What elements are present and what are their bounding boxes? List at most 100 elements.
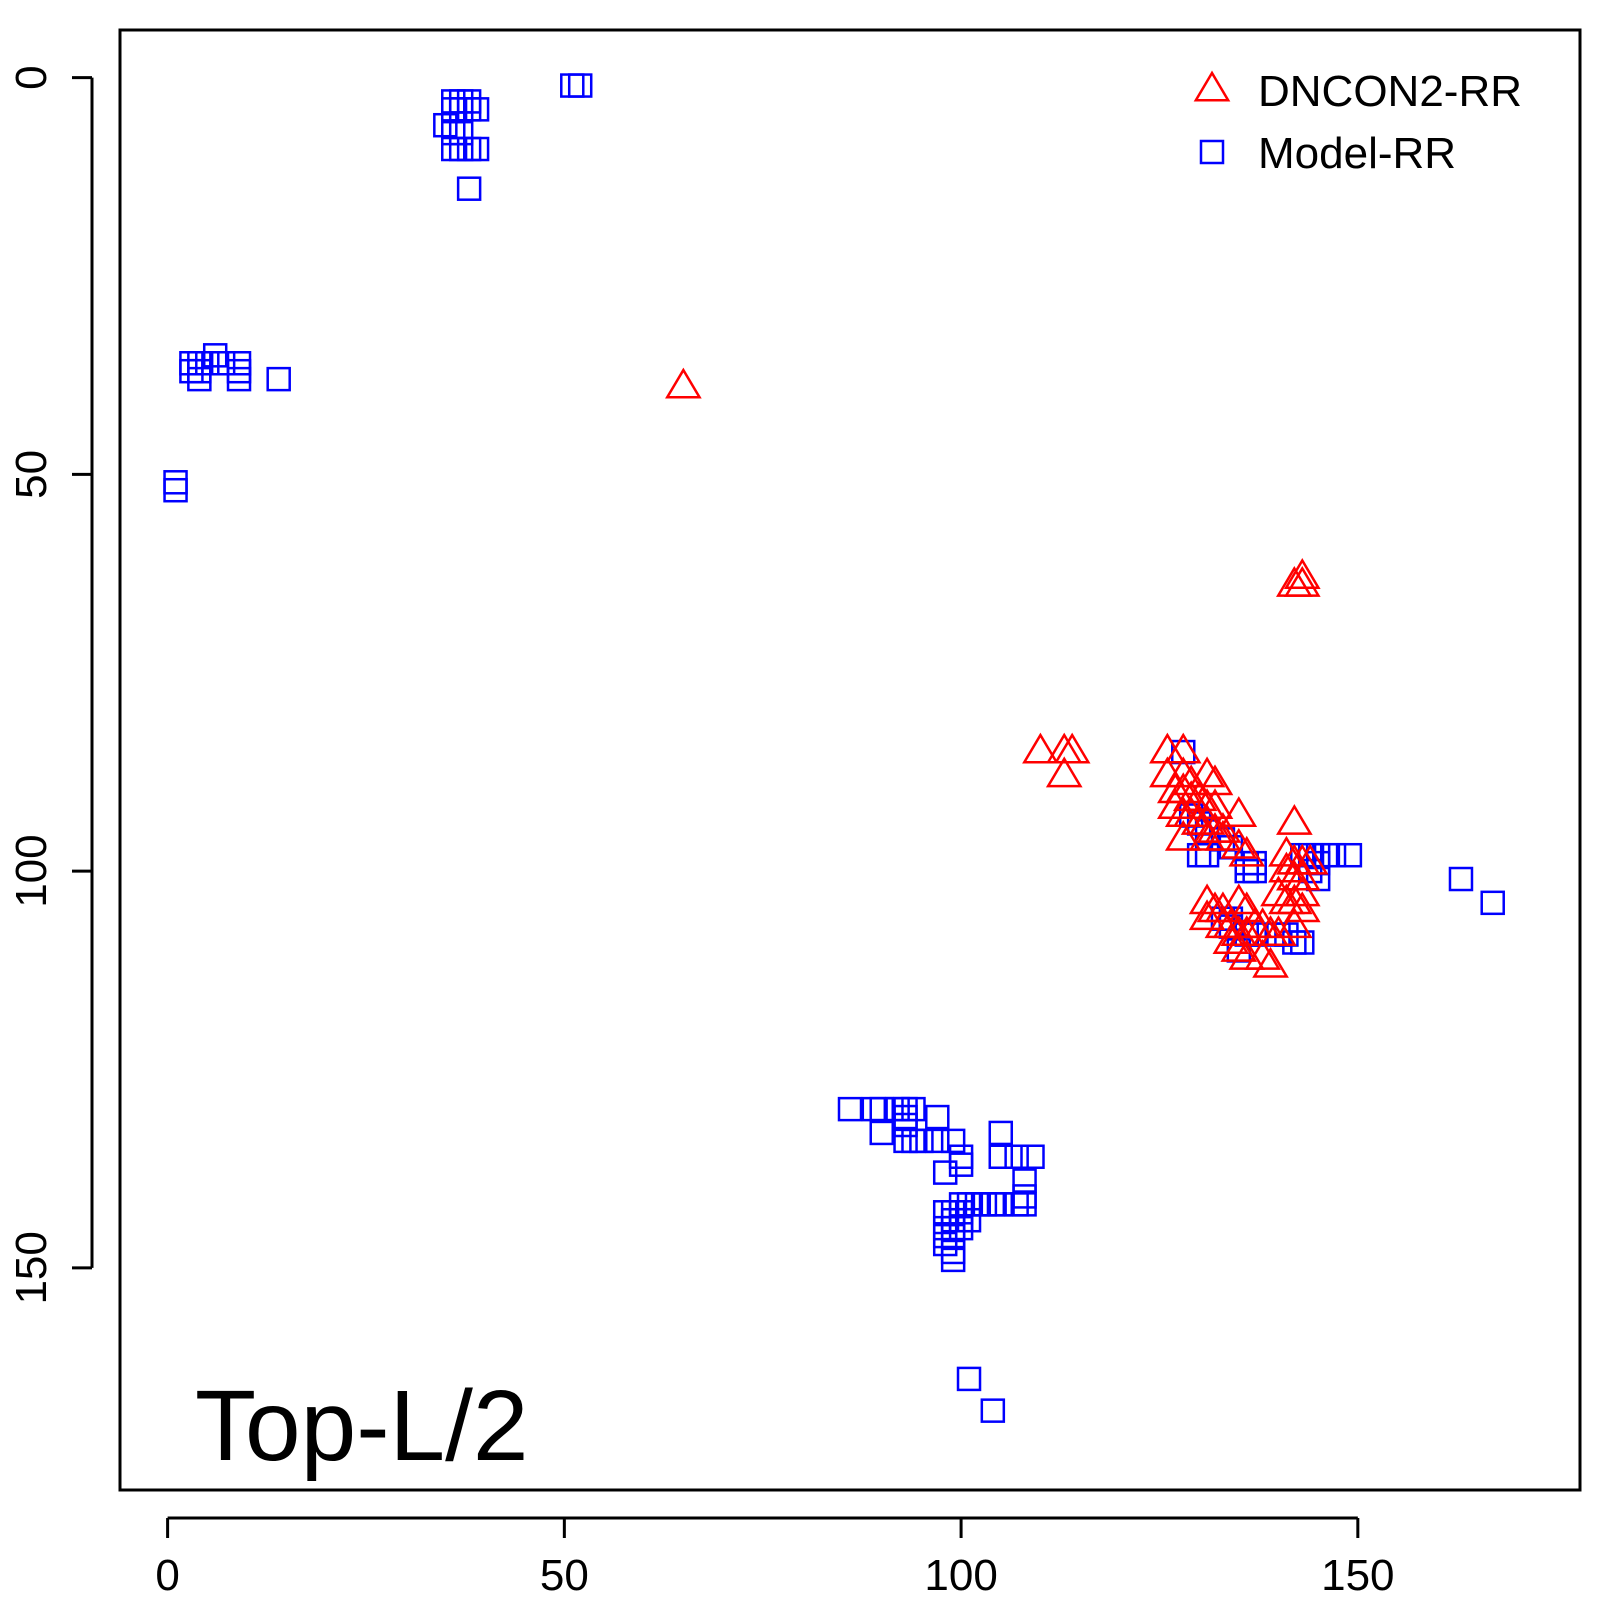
- dncon2-rr-point: [1244, 907, 1281, 939]
- x-tick-label: 0: [155, 1551, 179, 1600]
- model-rr-point: [456, 89, 482, 114]
- dncon2-rr-point: [1022, 732, 1059, 764]
- model-rr-point: [932, 1160, 958, 1185]
- model-rr-point: [940, 1223, 966, 1249]
- dncon2-rr-point: [1252, 946, 1289, 978]
- model-rr-point: [448, 120, 474, 146]
- model-rr-point: [210, 351, 236, 376]
- dncon2-rr-point: [1276, 883, 1313, 915]
- model-rr-point: [1020, 1144, 1045, 1169]
- model-rr-point: [163, 470, 188, 495]
- model-rr-point: [1234, 858, 1259, 884]
- annotation-label: Top-L/2: [195, 1370, 529, 1482]
- model-rr-point: [441, 136, 466, 162]
- dncon2-rr-point: [1188, 756, 1226, 788]
- dncon2-rr-point: [1212, 907, 1250, 939]
- model-rr-point: [988, 1192, 1014, 1217]
- dncon2-rr-point: [1220, 827, 1258, 859]
- y-tick-label: 0: [7, 65, 56, 89]
- dncon2-rr-point: [1212, 923, 1250, 954]
- dncon2-rr-point: [1220, 796, 1258, 827]
- model-rr-point: [456, 176, 482, 201]
- x-tick-label: 50: [540, 1551, 589, 1600]
- model-rr-point: [893, 1104, 918, 1130]
- dncon2-rr-point: [1164, 819, 1202, 851]
- dncon2-rr-point: [1156, 788, 1194, 820]
- model-rr-point: [560, 73, 585, 98]
- model-rr-point: [956, 1366, 982, 1392]
- model-rr-point: [932, 1231, 958, 1257]
- dncon2-rr-point: [1276, 804, 1313, 835]
- model-rr-point: [893, 1096, 918, 1122]
- dncon2-rr-point: [1244, 938, 1281, 970]
- x-axis: 0 50 100 150: [155, 1516, 1395, 1600]
- model-rr-point: [956, 1192, 982, 1217]
- model-rr-point: [441, 89, 466, 114]
- dncon2-rr-point: [665, 367, 702, 399]
- model-rr-point: [972, 1192, 998, 1217]
- model-rr-point: [448, 97, 474, 122]
- model-rr-point: [1480, 890, 1505, 916]
- model-rr-point: [1004, 1144, 1029, 1169]
- dncon2-rr-point: [1188, 883, 1226, 915]
- model-rr-point: [187, 358, 212, 384]
- model-rr-point: [441, 97, 466, 122]
- x-tick-label: 150: [1321, 1551, 1394, 1600]
- model-rr-point: [988, 1144, 1014, 1169]
- y-tick-label: 50: [7, 450, 56, 499]
- model-rr-point: [448, 136, 474, 162]
- dncon2-rr-point: [1283, 875, 1321, 907]
- model-rr-point: [940, 1239, 966, 1265]
- model-rr-point: [940, 1128, 966, 1154]
- dncon2-rr-point: [1045, 756, 1083, 788]
- model-rr-point: [869, 1096, 894, 1122]
- dncon2-rr-point: [1283, 859, 1321, 891]
- model-rr-point: [932, 1215, 958, 1241]
- model-rr-point: [901, 1096, 926, 1122]
- model-rr-point: [195, 351, 220, 376]
- dncon2-rr-point: [1053, 732, 1091, 764]
- model-rr-point: [1448, 866, 1474, 892]
- model-rr-point: [1313, 842, 1339, 868]
- legend-triangle-icon: [1193, 70, 1231, 102]
- legend-label-dncon2-rr: DNCON2-RR: [1258, 67, 1522, 116]
- dncon2-rr-point: [1276, 565, 1313, 597]
- model-rr-point: [1242, 858, 1267, 884]
- model-rr-point: [226, 366, 252, 392]
- y-axis: 0 50 100 150: [7, 65, 94, 1305]
- model-rr-point: [448, 89, 474, 114]
- model-rr-point: [925, 1104, 950, 1130]
- dncon2-rr-point: [1268, 835, 1305, 867]
- plot-frame: [118, 28, 1582, 1492]
- legend-square-icon: [1199, 139, 1225, 165]
- model-rr-point: [980, 1192, 1006, 1217]
- model-rr-point: [988, 1120, 1014, 1146]
- model-rr-point: [948, 1144, 974, 1169]
- dncon2-rr-point: [1204, 811, 1242, 843]
- model-rr-point: [179, 351, 204, 376]
- model-rr-point: [163, 477, 188, 503]
- model-rr-point: [1012, 1168, 1037, 1193]
- model-rr-point: [893, 1128, 918, 1154]
- model-rr-point: [948, 1207, 974, 1233]
- model-rr-point: [1194, 842, 1220, 868]
- model-rr-point: [940, 1207, 966, 1233]
- dncon2-rr-point: [1172, 796, 1210, 827]
- model-rr-point: [456, 97, 482, 122]
- model-rr-point: [1004, 1192, 1029, 1217]
- model-rr-point: [901, 1128, 926, 1154]
- dncon2-rr-point: [1268, 851, 1305, 883]
- model-rr-point: [948, 1152, 974, 1177]
- model-rr-point: [1012, 1192, 1037, 1217]
- model-rr-point: [1321, 842, 1347, 868]
- model-rr-point: [226, 358, 252, 384]
- dncon2-rr-point: [1196, 764, 1234, 796]
- y-tick-label: 100: [7, 834, 56, 907]
- dncon2-rr-point: [1220, 930, 1258, 962]
- model-rr-point: [948, 1200, 974, 1225]
- model-rr-point: [940, 1200, 966, 1225]
- dncon2-rr-point: [1188, 804, 1226, 835]
- model-rr-point: [187, 351, 212, 376]
- dncon2-rr-point: [1283, 558, 1321, 589]
- model-rr-point: [948, 1192, 974, 1217]
